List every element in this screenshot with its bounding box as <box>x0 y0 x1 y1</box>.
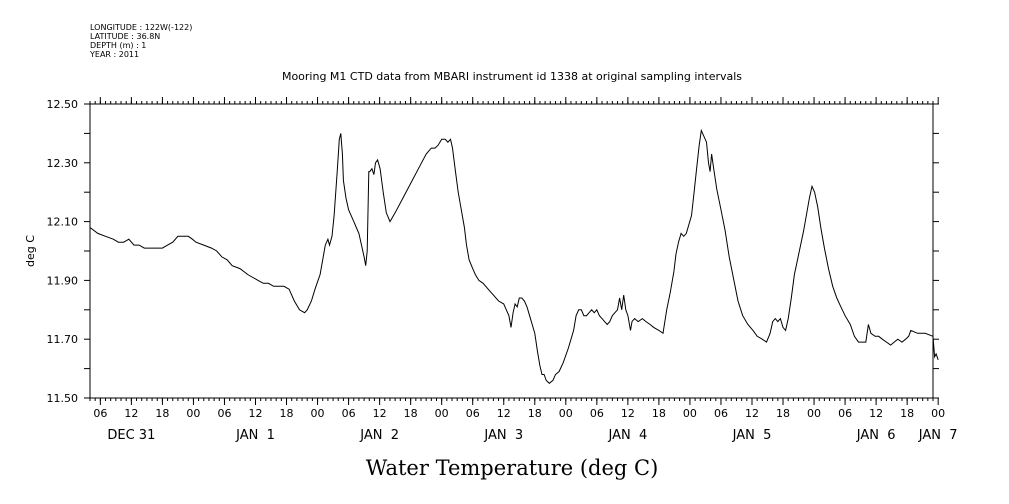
x-tick-label: 12 <box>124 407 138 420</box>
meta-depth: DEPTH (m) : 1 <box>90 41 146 50</box>
x-tick-label: 12 <box>373 407 387 420</box>
x-tick-label: 18 <box>280 407 294 420</box>
x-tick-label: 12 <box>745 407 759 420</box>
x-tick-label: 00 <box>435 407 449 420</box>
x-tick-label: 00 <box>559 407 573 420</box>
x-tick-label: 18 <box>776 407 790 420</box>
x-tick-label: 06 <box>590 407 604 420</box>
meta-year: YEAR : 2011 <box>89 50 139 59</box>
x-axis-title: Water Temperature (deg C) <box>366 456 659 480</box>
y-tick-label: 12.50 <box>47 98 79 111</box>
x-tick-label: 12 <box>869 407 883 420</box>
x-tick-label: 00 <box>931 407 945 420</box>
y-axis-ticks: 11.50 11.70 11.90 12.10 12.30 12.50 <box>47 98 939 405</box>
temperature-line <box>89 128 939 384</box>
x-tick-label: 00 <box>186 407 200 420</box>
x-tick-label: 06 <box>714 407 728 420</box>
chart-title: Mooring M1 CTD data from MBARI instrumen… <box>282 70 742 83</box>
y-tick-label: 11.90 <box>47 274 79 287</box>
day-label: JAN 4 <box>607 428 647 443</box>
day-label: JAN 3 <box>483 428 523 443</box>
y-tick-label: 11.70 <box>47 333 79 346</box>
metadata-block: LONGITUDE : 122W(-122) LATITUDE : 36.8N … <box>89 23 192 59</box>
x-tick-label: 06 <box>466 407 480 420</box>
meta-latitude: LATITUDE : 36.8N <box>90 32 160 41</box>
x-axis-ticks: 06 12 18 00 06 12 18 00 06 12 18 00 06 12 18 00 06 12 18 00… <box>93 97 945 420</box>
day-label: JAN 5 <box>732 428 772 443</box>
x-tick-label: 00 <box>683 407 697 420</box>
x-tick-label: 18 <box>155 407 169 420</box>
x-tick-label: 06 <box>838 407 852 420</box>
x-tick-label: 18 <box>404 407 418 420</box>
x-tick-label: 18 <box>528 407 542 420</box>
y-tick-label: 11.50 <box>47 392 79 405</box>
day-label: JAN 1 <box>235 428 275 443</box>
x-tick-label: 00 <box>311 407 325 420</box>
x-tick-label: 06 <box>93 407 107 420</box>
x-tick-label: 06 <box>217 407 231 420</box>
x-tick-label: 18 <box>652 407 666 420</box>
day-label: JAN 2 <box>359 428 399 443</box>
x-tick-label: 06 <box>342 407 356 420</box>
x-axis-day-labels: DEC 31 JAN 1 JAN 2 JAN 3 JAN 4 JAN 5 JAN 6 JAN … <box>107 428 957 443</box>
x-tick-label: 12 <box>621 407 635 420</box>
x-tick-label: 18 <box>900 407 914 420</box>
meta-longitude: LONGITUDE : 122W(-122) <box>90 23 192 32</box>
day-label: DEC 31 <box>107 428 155 443</box>
y-tick-label: 12.10 <box>47 216 79 229</box>
x-tick-label: 00 <box>807 407 821 420</box>
y-tick-label: 12.30 <box>47 157 79 170</box>
day-label: JAN 6 <box>856 428 896 443</box>
x-tick-label: 12 <box>497 407 511 420</box>
day-label: JAN 7 <box>918 428 958 443</box>
y-axis-label: deg C <box>24 235 37 267</box>
x-tick-label: 12 <box>248 407 262 420</box>
